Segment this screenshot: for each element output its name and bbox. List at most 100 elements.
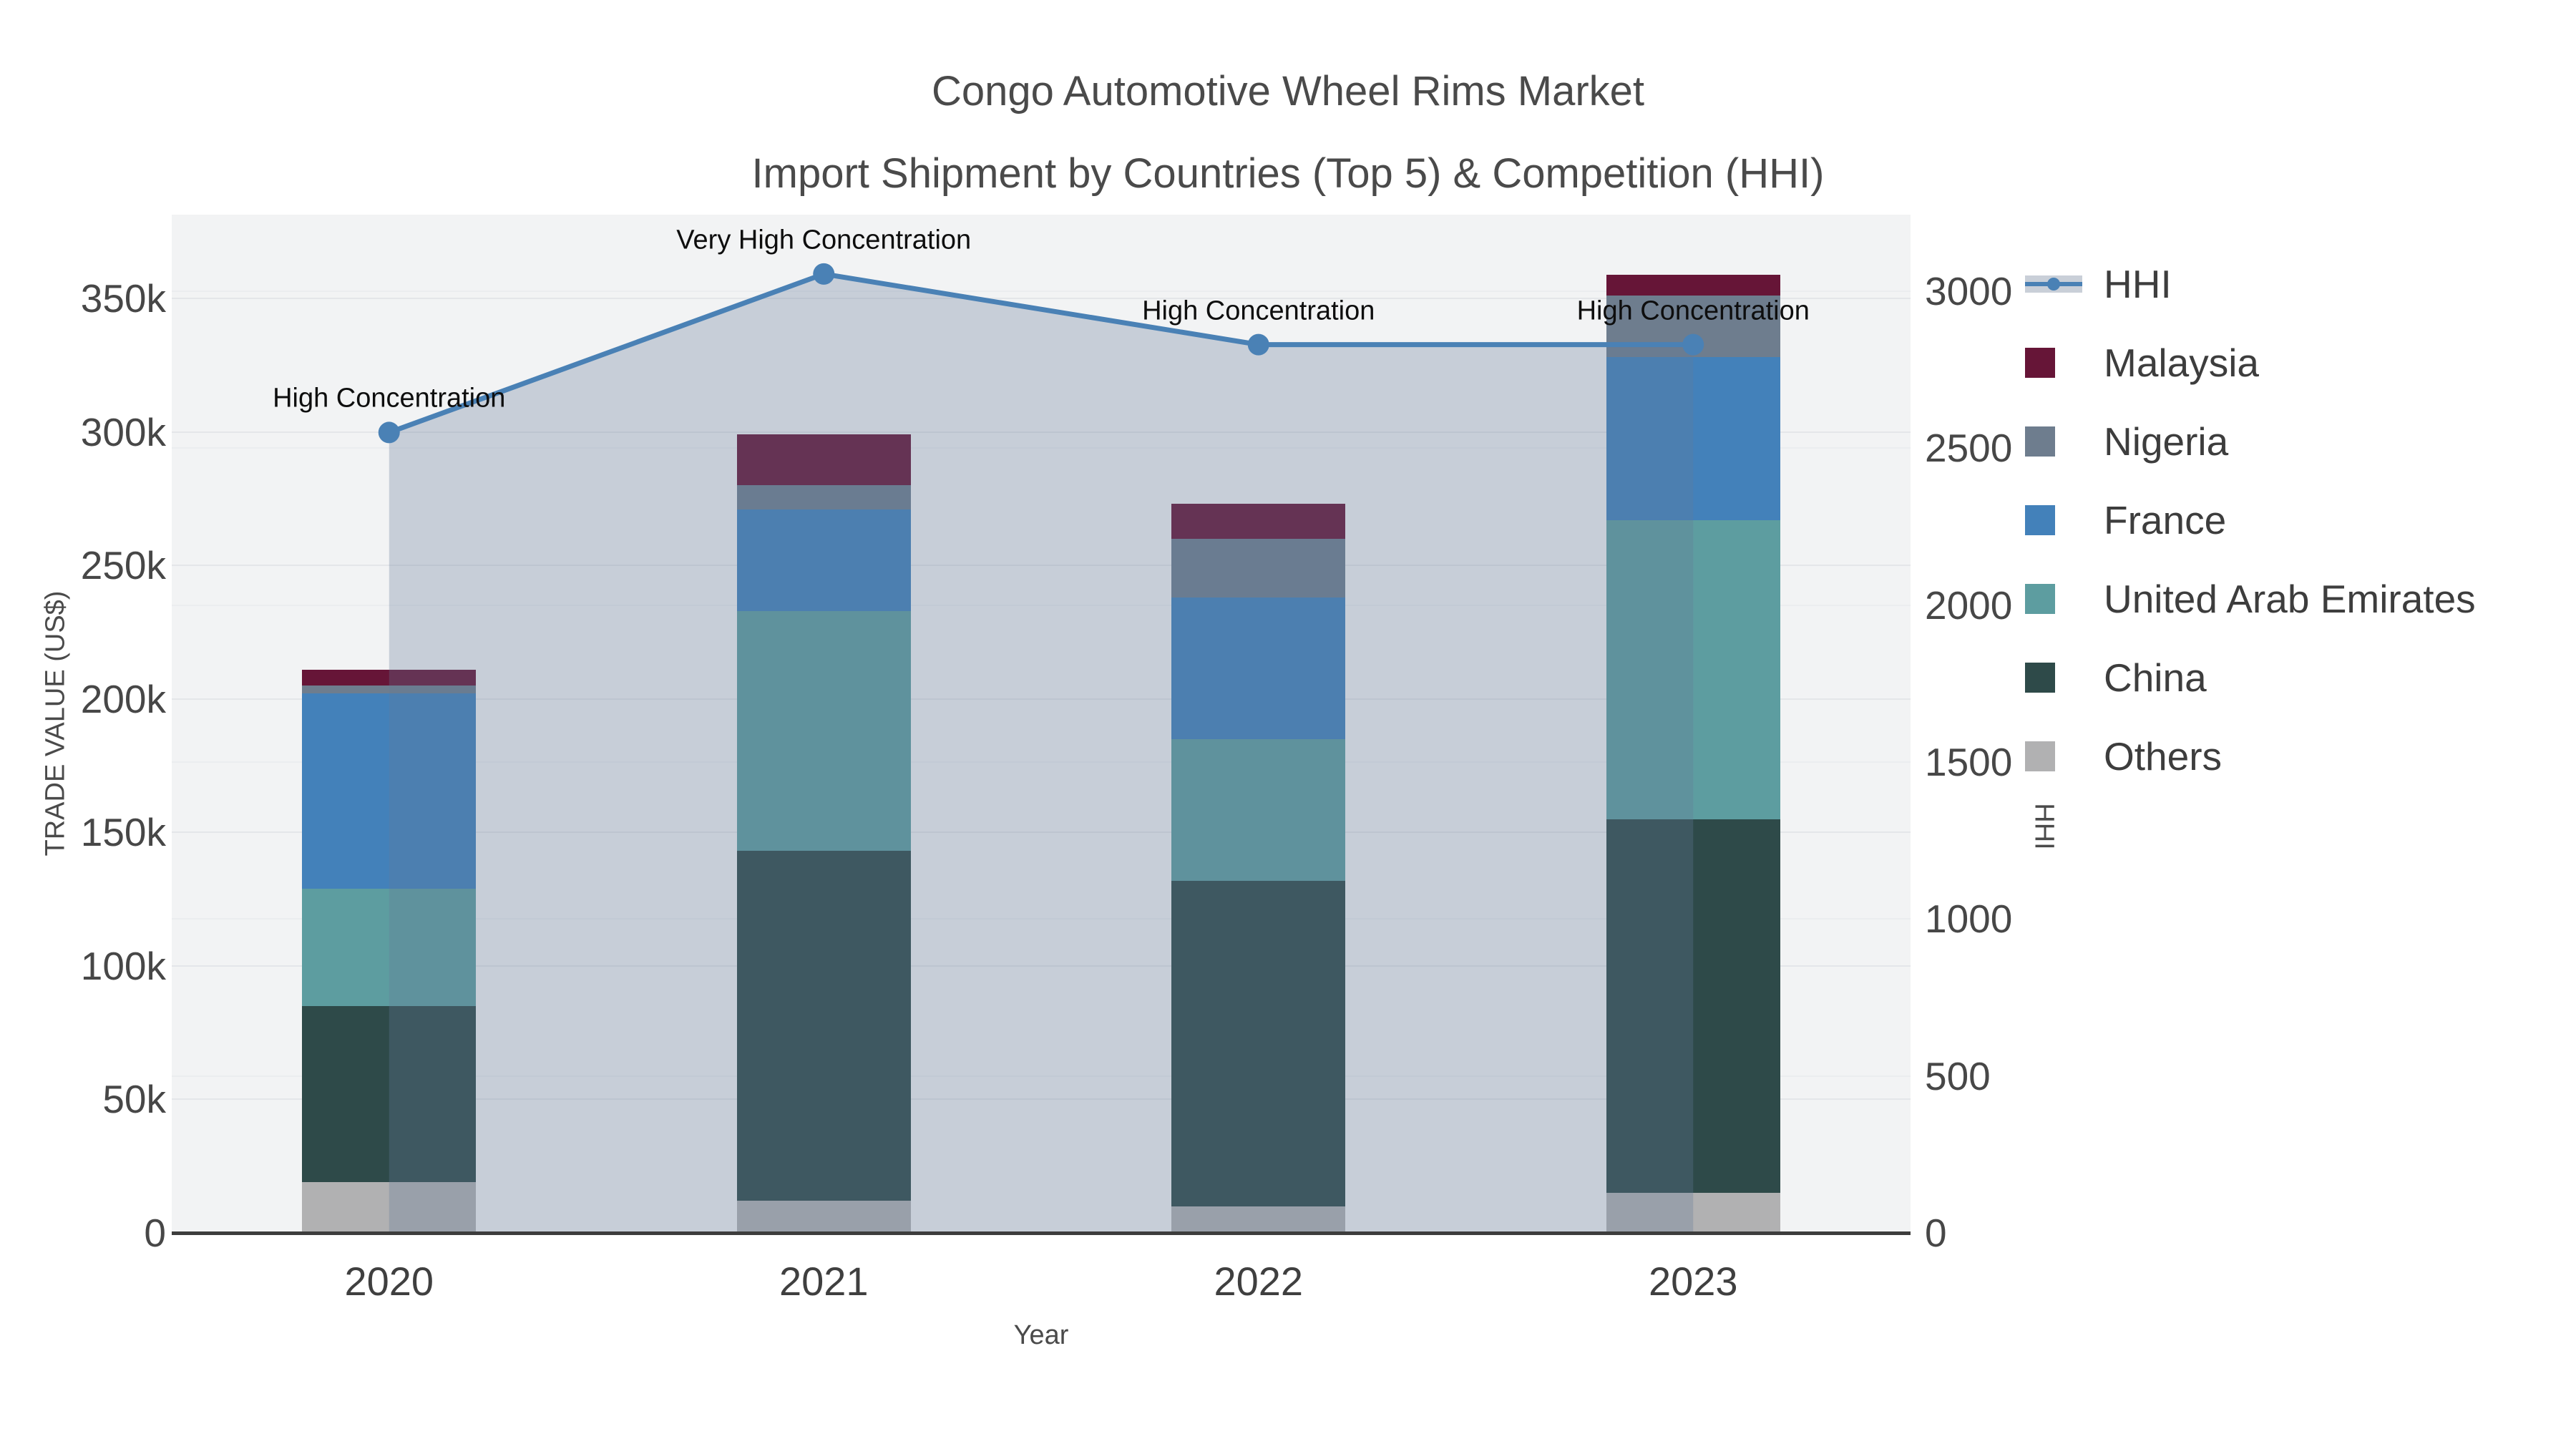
y-right-tick: 0 xyxy=(1925,1211,1947,1255)
legend-color-swatch xyxy=(2025,505,2055,535)
legend-label: Nigeria xyxy=(2104,419,2229,464)
bar-segment-malaysia-2023 xyxy=(1606,274,1780,296)
bar-segment-france-2022 xyxy=(1171,597,1346,739)
gridline-right xyxy=(172,1075,1911,1077)
legend-hhi-marker xyxy=(2047,278,2060,291)
y-left-tick: 200k xyxy=(80,676,166,721)
hhi-line xyxy=(388,271,1694,435)
bar-segment-france-2020 xyxy=(302,693,477,889)
legend-label: Others xyxy=(2104,734,2223,779)
y-left-tick: 300k xyxy=(80,409,166,454)
x-axis-line xyxy=(172,1231,1911,1235)
bar-segment-united-arab-emirates-2022 xyxy=(1171,738,1346,881)
gridline-left xyxy=(172,431,1911,433)
x-tick-2023: 2023 xyxy=(1648,1259,1738,1304)
y-left-tick: 150k xyxy=(80,810,166,855)
hhi-area-fill xyxy=(389,273,1694,1233)
annotation-2021: Very High Concentration xyxy=(676,225,972,255)
legend-label: France xyxy=(2104,498,2227,542)
bar-segment-nigeria-2022 xyxy=(1171,538,1346,598)
gridline-left xyxy=(172,965,1911,967)
legend-color-swatch xyxy=(2025,584,2055,614)
legend-color-swatch xyxy=(2025,741,2055,771)
bar-segment-malaysia-2020 xyxy=(302,669,477,686)
bar-segment-malaysia-2021 xyxy=(736,434,911,486)
y-axis-title-left: TRADE VALUE (US$) xyxy=(40,590,71,857)
x-tick-2020: 2020 xyxy=(344,1259,434,1304)
legend-swatch-icon xyxy=(2025,583,2082,615)
legend-label: HHI xyxy=(2104,262,2172,306)
gridline-right xyxy=(172,291,1911,293)
legend: HHI Malaysia Nigeria France United Arab Emir… xyxy=(2025,245,2476,796)
bar-segment-nigeria-2021 xyxy=(736,485,911,509)
y-left-tick: 0 xyxy=(144,1211,166,1255)
legend-item-malaysia[interactable]: Malaysia xyxy=(2025,323,2476,402)
bar-segment-united-arab-emirates-2021 xyxy=(736,610,911,852)
bar-segment-united-arab-emirates-2023 xyxy=(1606,519,1780,819)
y-left-tick: 50k xyxy=(102,1077,166,1122)
hhi-marker xyxy=(1682,333,1704,356)
legend-item-hhi[interactable]: HHI xyxy=(2025,245,2476,323)
gridline-left xyxy=(172,831,1911,834)
chart-subtitle: Import Shipment by Countries (Top 5) & C… xyxy=(751,150,1825,197)
gridline-right xyxy=(172,761,1911,763)
gridline-left xyxy=(172,565,1911,567)
legend-label: China xyxy=(2104,655,2207,700)
y-left-tick: 100k xyxy=(80,943,166,988)
legend-item-france[interactable]: France xyxy=(2025,481,2476,560)
annotation-2023: High Concentration xyxy=(1576,296,1810,326)
bar-segment-china-2022 xyxy=(1171,880,1346,1206)
legend-swatch-icon xyxy=(2025,504,2082,536)
hhi-marker xyxy=(378,421,400,444)
hhi-marker xyxy=(1247,333,1269,356)
y-left-tick: 350k xyxy=(80,276,166,321)
annotation-2022: High Concentration xyxy=(1142,296,1375,326)
chart-title: Congo Automotive Wheel Rims Market xyxy=(931,68,1645,114)
bar-segment-france-2021 xyxy=(736,509,911,611)
x-axis-title: Year xyxy=(1013,1320,1069,1350)
bar-segment-china-2021 xyxy=(736,851,911,1201)
y-axis-title-right: HHI xyxy=(2029,803,2059,850)
legend-swatch-icon xyxy=(2025,662,2082,693)
legend-swatch-icon xyxy=(2025,347,2082,379)
x-tick-2022: 2022 xyxy=(1214,1259,1304,1304)
y-right-tick: 1500 xyxy=(1925,740,2013,785)
legend-label: United Arab Emirates xyxy=(2104,577,2476,621)
gridline-left xyxy=(172,698,1911,700)
y-right-tick: 2500 xyxy=(1925,426,2013,471)
legend-swatch-icon xyxy=(2025,426,2082,457)
y-right-tick: 1000 xyxy=(1925,897,2013,942)
bar-segment-others-2020 xyxy=(302,1182,477,1233)
bar-segment-others-2022 xyxy=(1171,1206,1346,1233)
gridline-right xyxy=(172,447,1911,449)
legend-item-nigeria[interactable]: Nigeria xyxy=(2025,402,2476,481)
legend-label: Malaysia xyxy=(2104,341,2260,385)
legend-hhi-line-icon xyxy=(2025,268,2082,300)
bar-segment-china-2020 xyxy=(302,1005,477,1183)
gridline-left xyxy=(172,1098,1911,1101)
legend-item-china[interactable]: China xyxy=(2025,638,2476,717)
y-right-tick: 3000 xyxy=(1925,269,2013,314)
bar-segment-malaysia-2022 xyxy=(1171,504,1346,539)
legend-item-others[interactable]: Others xyxy=(2025,717,2476,796)
bar-segment-france-2023 xyxy=(1606,357,1780,520)
bar-segment-nigeria-2020 xyxy=(302,686,477,694)
bar-segment-united-arab-emirates-2020 xyxy=(302,888,477,1006)
x-tick-2021: 2021 xyxy=(779,1259,869,1304)
y-right-tick: 500 xyxy=(1925,1053,1991,1098)
legend-color-swatch xyxy=(2025,348,2055,378)
y-right-tick: 2000 xyxy=(1925,582,2013,628)
y-left-tick: 250k xyxy=(80,543,166,588)
legend-color-swatch xyxy=(2025,426,2055,457)
bar-segment-others-2021 xyxy=(736,1201,911,1233)
legend-color-swatch xyxy=(2025,663,2055,693)
bar-segment-others-2023 xyxy=(1606,1193,1780,1233)
legend-item-united-arab-emirates[interactable]: United Arab Emirates xyxy=(2025,560,2476,638)
gridline-right xyxy=(172,604,1911,606)
gridline-right xyxy=(172,918,1911,920)
gridline-left xyxy=(172,298,1911,300)
bar-segment-china-2023 xyxy=(1606,819,1780,1194)
hhi-marker xyxy=(813,263,835,285)
